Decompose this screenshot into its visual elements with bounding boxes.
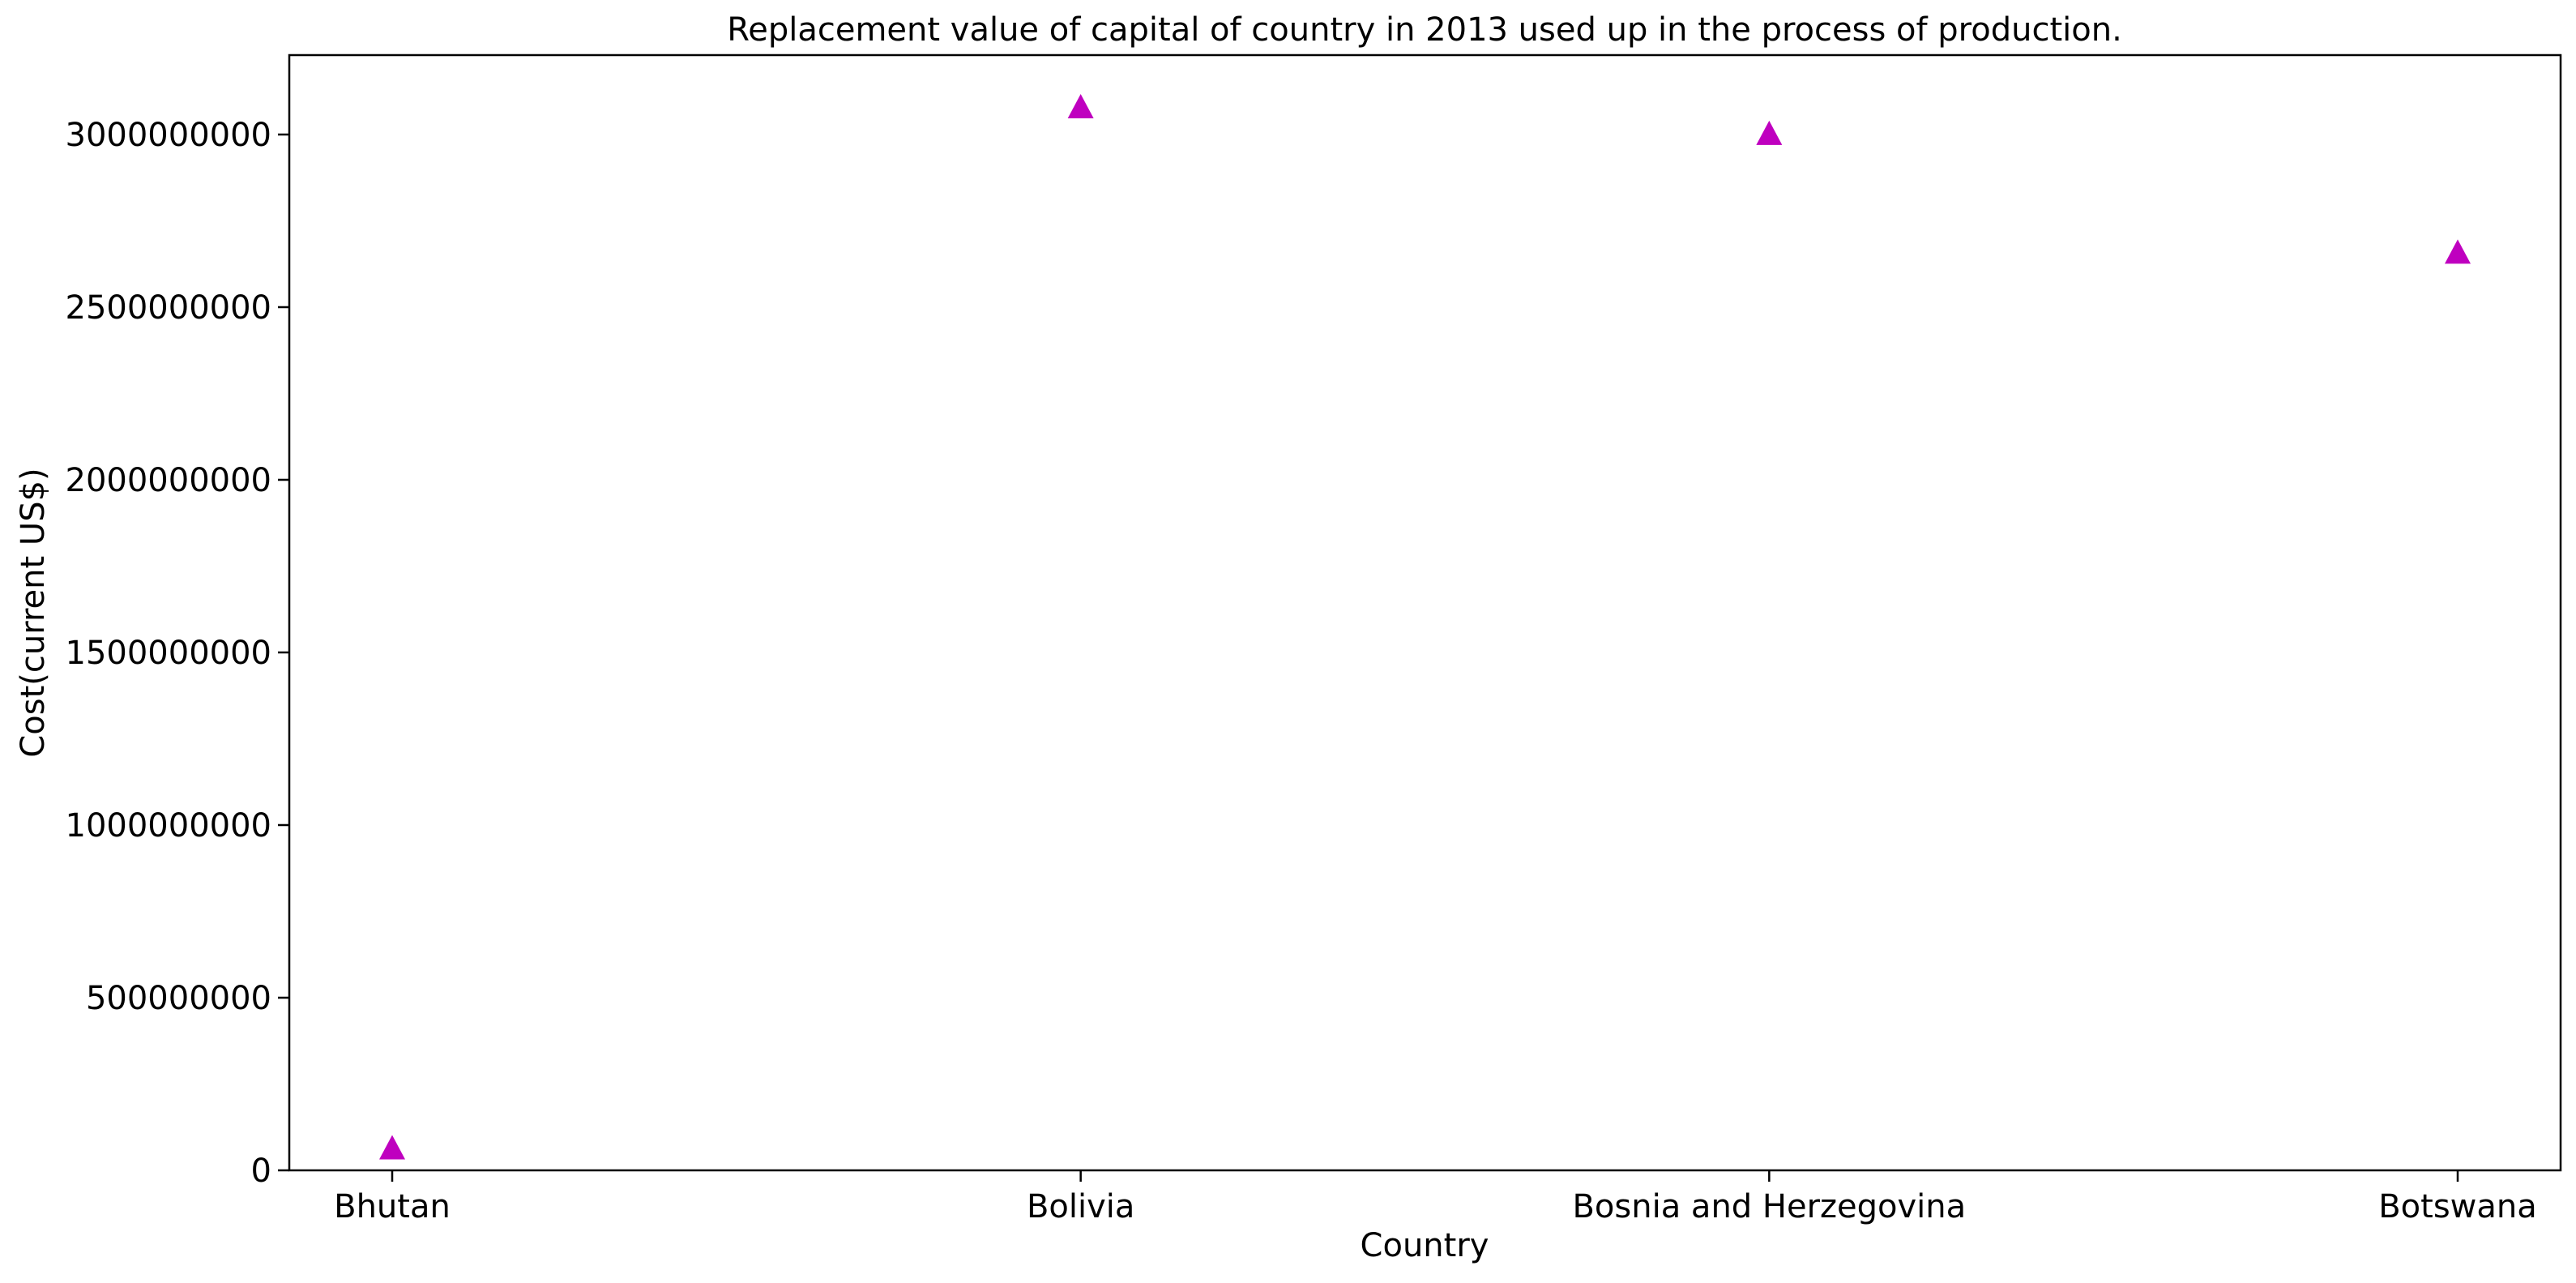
x-axis-ticks: Bhutan Bolivia Bosnia and Herzegovina Botsw… [334, 1170, 2537, 1225]
y-tick-label: 2500000000 [66, 289, 272, 327]
data-point-bhutan [379, 1135, 405, 1160]
x-tick-label: Bhutan [334, 1188, 451, 1225]
y-tick-label: 500000000 [86, 980, 271, 1017]
y-tick-label: 2000000000 [66, 462, 272, 499]
x-tick-label: Bosnia and Herzegovina [1572, 1188, 1966, 1225]
y-tick-label: 3000000000 [66, 117, 272, 154]
plot-frame [288, 53, 2562, 1172]
chart-title: Replacement value of capital of country … [727, 11, 2122, 49]
y-tick-label: 0 [251, 1153, 271, 1190]
x-tick-label: Botswana [2378, 1188, 2537, 1225]
y-tick-label: 1500000000 [66, 635, 272, 672]
x-axis-label: Country [1361, 1227, 1489, 1264]
data-point-botswana [2445, 239, 2471, 264]
data-point-bolivia [1067, 94, 1094, 119]
y-axis-label: Cost(current US$) [15, 468, 52, 757]
y-axis-ticks: 0 500000000 1000000000 1500000000 2000000000… [66, 117, 289, 1190]
y-tick-label: 1000000000 [66, 807, 272, 845]
data-point-bosnia-and-herzegovina [1756, 120, 1783, 145]
data-points [379, 94, 2471, 1160]
x-tick-label: Bolivia [1027, 1188, 1134, 1225]
